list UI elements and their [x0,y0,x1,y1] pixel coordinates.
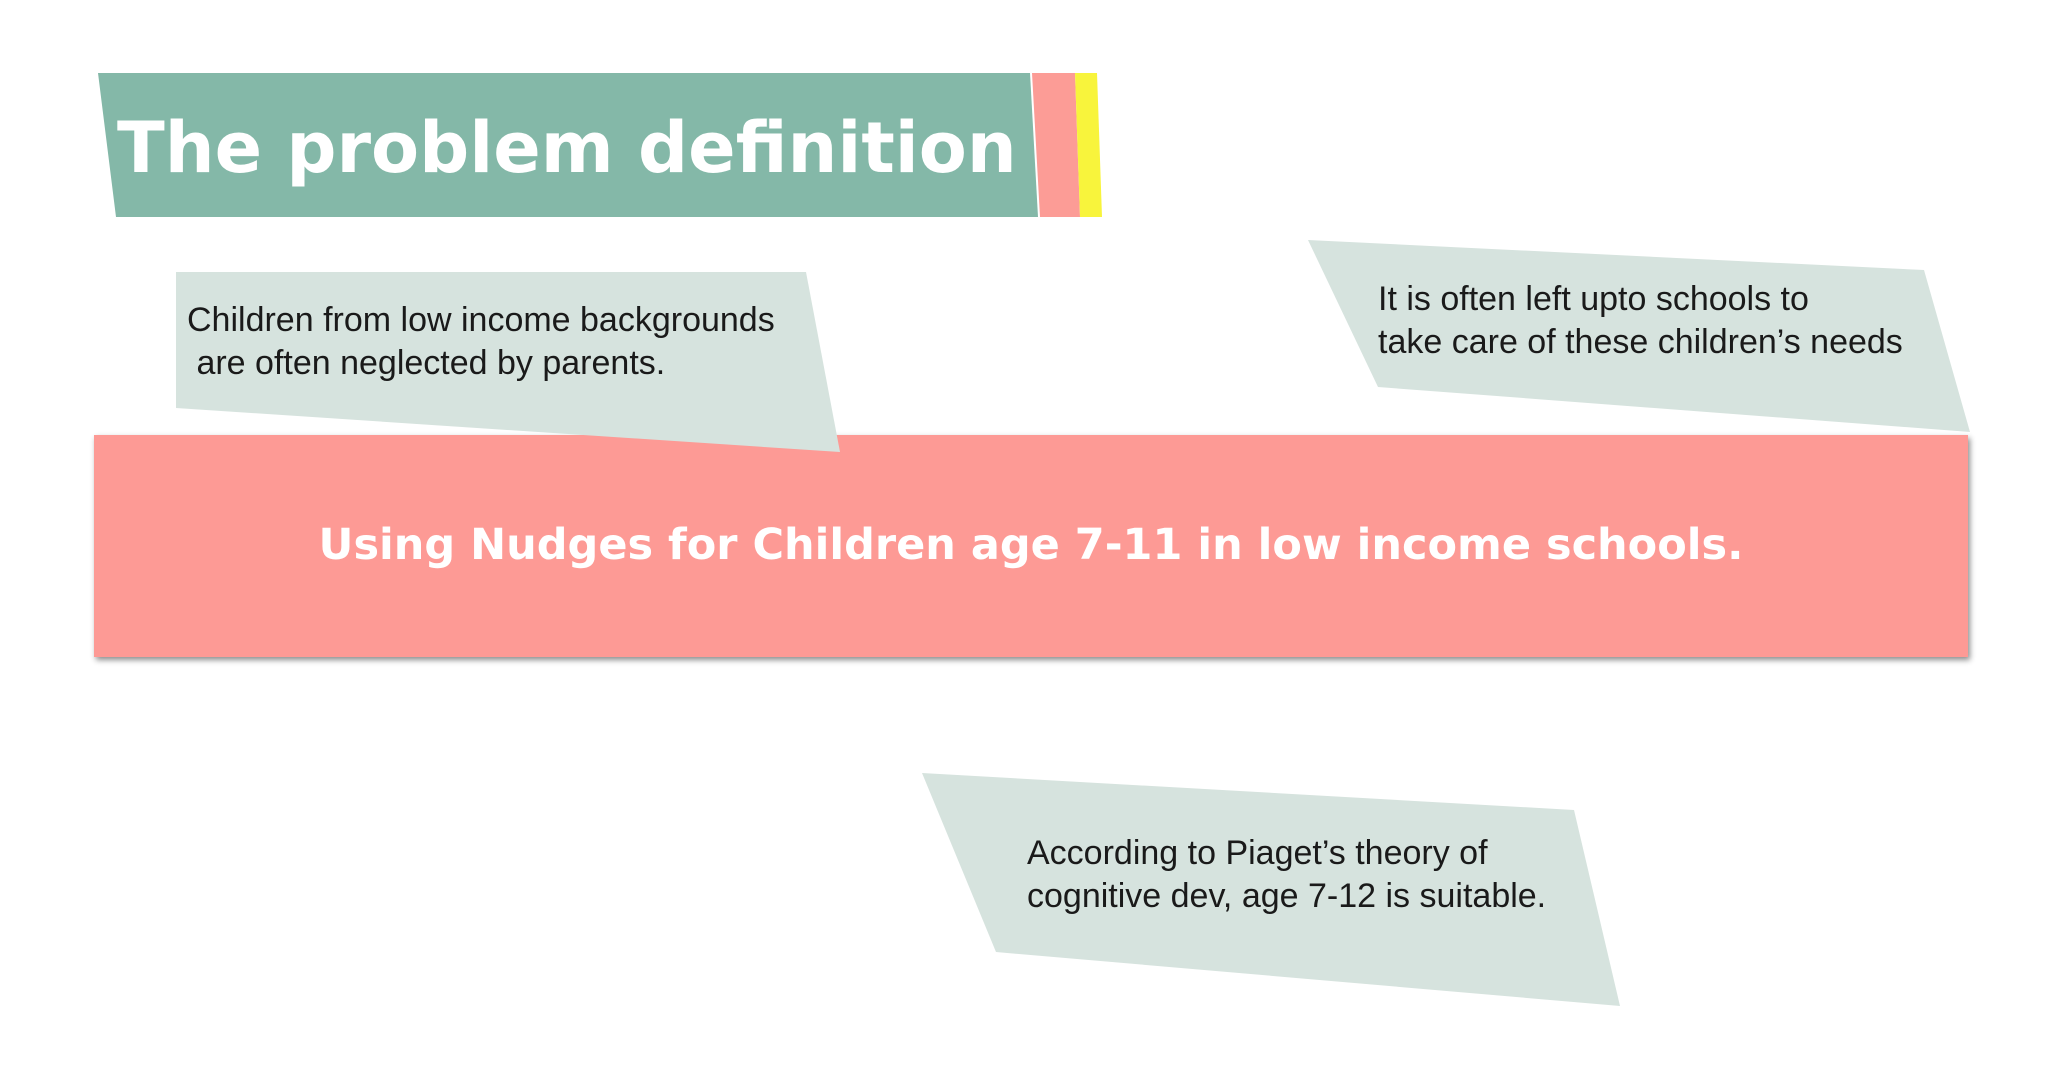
title-accent-yellow-stripe [1075,73,1102,217]
note-card-3: According to Piaget’s theory of cognitiv… [1027,832,1546,918]
note-card-1-line-1: Children from low income backgrounds [187,301,775,339]
title-accent-pink-stripe [1032,73,1080,217]
note-card-2-line-1: It is often left upto schools to [1378,280,1809,318]
note-card-shape-2 [1308,240,1970,432]
note-card-shape-1 [176,272,840,452]
note-card-2-line-2: take care of these children’s needs [1378,323,1903,361]
note-card-3-line-2: cognitive dev, age 7-12 is suitable. [1027,877,1547,915]
note-card-shape-3 [922,773,1620,1006]
note-card-2: It is often left upto schools to take ca… [1378,278,1903,364]
note-card-1: Children from low income backgrounds are… [187,299,775,385]
title-background [98,73,1038,217]
page-title: The problem definition [117,107,1017,189]
note-card-1-line-2: are often neglected by parents. [187,344,666,382]
banner-statement: Using Nudges for Children age 7-11 in lo… [318,520,1744,570]
banner-background [94,435,1968,657]
note-card-3-line-1: According to Piaget’s theory of [1027,834,1488,872]
